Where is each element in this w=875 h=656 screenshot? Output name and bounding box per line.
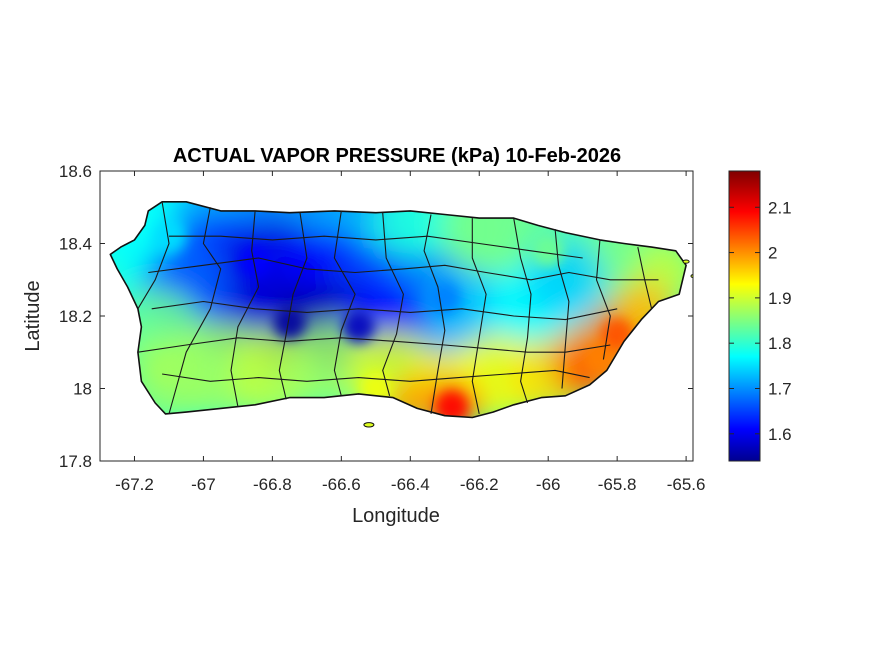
chart-title: ACTUAL VAPOR PRESSURE (kPa) 10-Feb-2026: [173, 145, 621, 167]
y-axis: 17.8 18 18.2 18.4 18.6: [59, 162, 693, 471]
x-tick-label: -65.8: [598, 475, 637, 494]
x-tick-label: -67: [191, 475, 216, 494]
municipality-boundary: [169, 235, 583, 259]
colorbar-tick-label: 1.7: [768, 380, 792, 399]
y-tick-label: 17.8: [59, 452, 92, 471]
y-tick-label: 18.4: [59, 235, 92, 254]
field-sample: [342, 310, 375, 343]
municipality-boundary: [162, 369, 590, 382]
municipality-boundary: [471, 218, 487, 415]
colorbar-tick-label: 1.8: [768, 334, 792, 353]
municipality-boundary: [333, 210, 356, 396]
municipality-boundary: [278, 212, 308, 400]
x-tick-label: -66.4: [391, 475, 430, 494]
field-sample: [273, 307, 306, 340]
municipality-boundary: [151, 300, 618, 321]
colorbar-tick-label: 1.6: [768, 425, 792, 444]
x-tick-label: -67.2: [115, 475, 154, 494]
municipality-boundary: [554, 228, 570, 389]
municipality-boundary: [230, 210, 260, 407]
y-tick-label: 18: [73, 380, 92, 399]
municipality-boundary: [137, 201, 170, 310]
x-axis-label: Longitude: [352, 505, 440, 527]
x-tick-label: -66.8: [253, 475, 292, 494]
municipality-boundaries: [109, 201, 693, 428]
y-tick-label: 18.2: [59, 307, 92, 326]
y-axis-label: Latitude: [22, 280, 44, 351]
municipality-boundary: [168, 207, 222, 415]
colorbar-tick-label: 2: [768, 244, 777, 263]
colorbar-gradient: [728, 170, 761, 462]
municipality-boundary: [137, 337, 611, 353]
x-tick-label: -66.2: [460, 475, 499, 494]
colorbar-tick-label: 1.9: [768, 289, 792, 308]
plot-area: [99, 170, 694, 462]
y-tick-label: 18.6: [59, 162, 92, 181]
colorbar: 1.6 1.7 1.8 1.9 2 2.1: [728, 170, 792, 462]
colorbar-tick-label: 2.1: [768, 198, 792, 217]
municipality-boundary: [423, 214, 446, 414]
x-tick-label: -65.6: [667, 475, 706, 494]
field-sample: [532, 234, 565, 267]
colorbar-ticks: 1.6 1.7 1.8 1.9 2 2.1: [729, 198, 792, 444]
island-outline: [109, 201, 687, 419]
islet: [363, 422, 375, 428]
field-sample: [153, 354, 185, 387]
islet: [682, 259, 690, 264]
x-tick-label: -66: [536, 475, 561, 494]
municipality-boundary: [148, 257, 659, 281]
municipality-boundary: [513, 218, 532, 404]
field-sample: [428, 281, 461, 314]
x-tick-label: -66.6: [322, 475, 361, 494]
municipality-boundary: [382, 212, 404, 396]
field-sample: [239, 245, 272, 278]
municipality-boundary: [595, 239, 611, 360]
x-axis: -67.2 -67 -66.8 -66.6 -66.4 -66.2 -66 -65.8 -65.…: [115, 171, 705, 494]
